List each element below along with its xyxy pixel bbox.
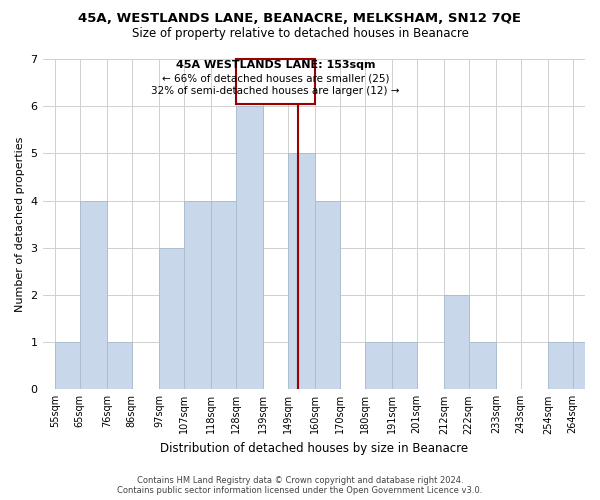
Bar (392, 342, 416, 390)
Bar (444, 295, 469, 390)
Y-axis label: Number of detached properties: Number of detached properties (15, 136, 25, 312)
Text: Contains HM Land Registry data © Crown copyright and database right 2024.
Contai: Contains HM Land Registry data © Crown c… (118, 476, 482, 495)
Bar (80, 200, 107, 390)
Bar (548, 342, 572, 390)
Text: 45A WESTLANDS LANE: 153sqm: 45A WESTLANDS LANE: 153sqm (176, 60, 375, 70)
Bar (365, 342, 392, 390)
Text: 45A, WESTLANDS LANE, BEANACRE, MELKSHAM, SN12 7QE: 45A, WESTLANDS LANE, BEANACRE, MELKSHAM,… (79, 12, 521, 26)
Bar (315, 200, 340, 390)
Bar (288, 154, 315, 390)
Bar (107, 342, 132, 390)
Bar (236, 59, 315, 104)
Bar (572, 342, 598, 390)
Bar (469, 342, 496, 390)
Bar (184, 200, 211, 390)
Bar (211, 200, 236, 390)
Text: ← 66% of detached houses are smaller (25): ← 66% of detached houses are smaller (25… (161, 73, 389, 83)
Text: 32% of semi-detached houses are larger (12) →: 32% of semi-detached houses are larger (… (151, 86, 400, 96)
Text: Size of property relative to detached houses in Beanacre: Size of property relative to detached ho… (131, 28, 469, 40)
Bar (55, 342, 80, 390)
X-axis label: Distribution of detached houses by size in Beanacre: Distribution of detached houses by size … (160, 442, 468, 455)
Bar (159, 248, 184, 390)
Bar (236, 106, 263, 390)
